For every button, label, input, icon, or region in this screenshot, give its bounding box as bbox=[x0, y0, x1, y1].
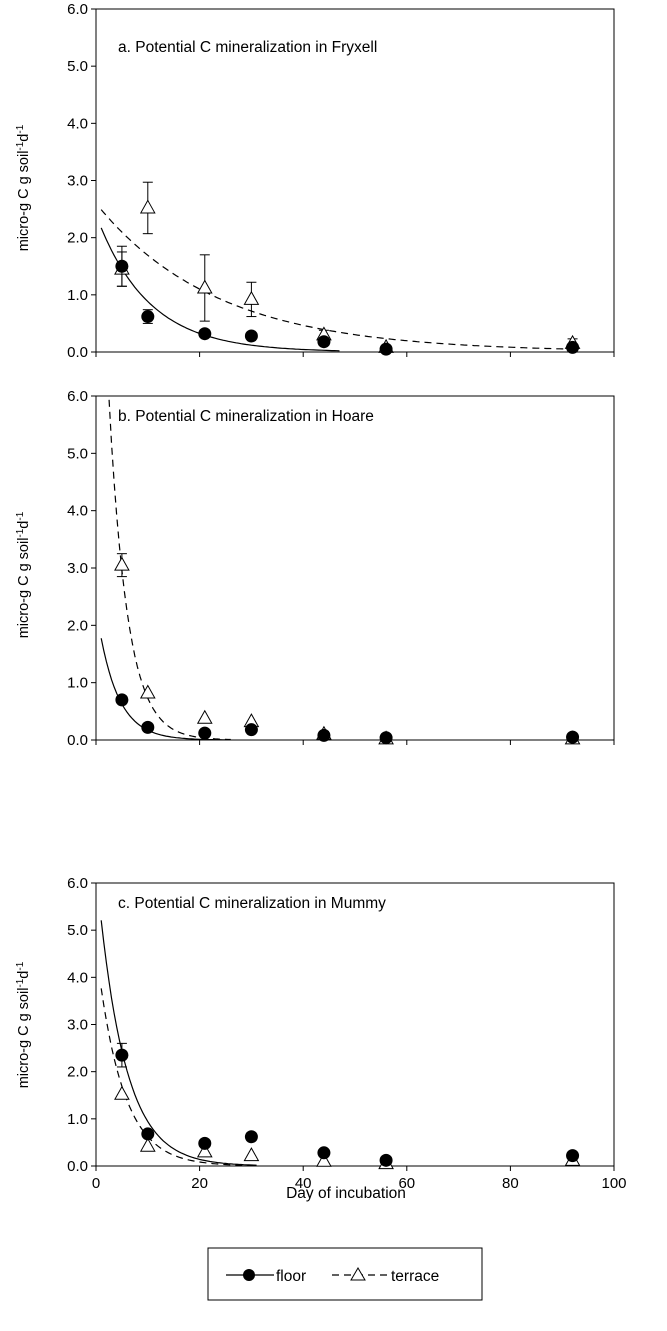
ylabel-text: d bbox=[16, 971, 32, 979]
x-axis-label: Day of incubation bbox=[286, 1185, 406, 1202]
legend-marker-terrace bbox=[350, 1267, 366, 1281]
ylabel-text: micro-g C g soil bbox=[16, 151, 32, 252]
floor-point bbox=[115, 693, 129, 707]
floor-point bbox=[141, 720, 155, 734]
y-tick-label: 4.0 bbox=[67, 115, 88, 132]
floor-point bbox=[317, 335, 331, 349]
y-tick-label: 3.0 bbox=[67, 173, 88, 190]
ylabel-text: micro-g C g soil bbox=[16, 988, 32, 1089]
floor-point bbox=[317, 728, 331, 742]
terrace-point bbox=[114, 556, 130, 571]
floor-point bbox=[198, 1136, 212, 1150]
y-tick-label: 0.0 bbox=[67, 344, 88, 361]
panel-c: c. Potential C mineralization in Mummy m… bbox=[15, 875, 627, 1202]
series-terrace-fit-line bbox=[100, 209, 573, 350]
x-tick-label: 40 bbox=[295, 1175, 312, 1192]
terrace-point bbox=[139, 684, 156, 699]
panel-a-frame bbox=[95, 8, 615, 353]
x-tick-label: 0 bbox=[92, 1175, 100, 1192]
y-tick-label: 6.0 bbox=[67, 875, 88, 892]
legend-label-floor: floor bbox=[276, 1268, 306, 1285]
y-tick-label: 6.0 bbox=[67, 388, 88, 405]
floor-point bbox=[244, 329, 258, 343]
panel-b-title: b. Potential C mineralization in Hoare bbox=[118, 408, 374, 425]
panel-b: b. Potential C mineralization in Hoare m… bbox=[15, 388, 615, 749]
panel-b-y-axis-label: micro-g C g soil-1d-1 bbox=[15, 511, 33, 638]
y-tick-label: 4.0 bbox=[67, 503, 88, 520]
x-tick-label: 80 bbox=[502, 1175, 519, 1192]
terrace-point bbox=[243, 290, 260, 305]
terrace-point bbox=[196, 709, 213, 724]
y-tick-label: 2.0 bbox=[67, 230, 88, 247]
ylabel-text: d bbox=[16, 521, 32, 529]
floor-point bbox=[379, 731, 393, 745]
y-tick-label: 3.0 bbox=[67, 560, 88, 577]
ylabel-sup: -1 bbox=[15, 978, 26, 987]
y-tick-label: 0.0 bbox=[67, 1158, 88, 1175]
x-tick-label: 60 bbox=[398, 1175, 415, 1192]
panel-c-frame bbox=[95, 882, 615, 1167]
y-tick-label: 1.0 bbox=[67, 675, 88, 692]
y-tick-label: 2.0 bbox=[67, 1064, 88, 1081]
floor-point bbox=[141, 310, 155, 324]
y-tick-label: 5.0 bbox=[67, 445, 88, 462]
y-tick-label: 4.0 bbox=[67, 969, 88, 986]
ylabel-sup: -1 bbox=[15, 528, 26, 537]
panel-c-title: c. Potential C mineralization in Mummy bbox=[118, 895, 386, 912]
y-tick-label: 2.0 bbox=[67, 617, 88, 634]
series-floor-fit-line bbox=[100, 227, 340, 352]
y-tick-label: 5.0 bbox=[67, 922, 88, 939]
y-tick-label: 1.0 bbox=[67, 287, 88, 304]
floor-point bbox=[379, 1153, 393, 1167]
ylabel-sup: -1 bbox=[15, 124, 26, 133]
terrace-point bbox=[114, 1085, 130, 1100]
ylabel-sup: -1 bbox=[15, 961, 26, 970]
terrace-point bbox=[196, 279, 213, 294]
floor-point bbox=[566, 730, 580, 744]
ylabel-text: micro-g C g soil bbox=[16, 538, 32, 639]
series-floor-fit-line bbox=[100, 920, 257, 1166]
floor-point bbox=[141, 1127, 155, 1141]
ylabel-text: d bbox=[16, 134, 32, 142]
floor-point bbox=[317, 1146, 331, 1160]
floor-point bbox=[115, 259, 129, 273]
y-tick-label: 5.0 bbox=[67, 58, 88, 75]
ylabel-sup: -1 bbox=[15, 511, 26, 520]
legend-label-terrace: terrace bbox=[391, 1268, 439, 1285]
legend: floor terrace bbox=[207, 1247, 483, 1301]
floor-point bbox=[115, 1048, 129, 1062]
floor-point bbox=[244, 1130, 258, 1144]
floor-point bbox=[198, 726, 212, 740]
y-tick-label: 6.0 bbox=[67, 1, 88, 18]
panel-c-y-axis-label: micro-g C g soil-1d-1 bbox=[15, 961, 33, 1088]
series-terrace-fit-line bbox=[108, 396, 231, 740]
terrace-point bbox=[243, 1147, 260, 1162]
terrace-point bbox=[196, 1143, 213, 1158]
panel-b-frame bbox=[95, 395, 615, 741]
y-tick-label: 3.0 bbox=[67, 1017, 88, 1034]
y-tick-label: 0.0 bbox=[67, 732, 88, 749]
legend-marker-floor bbox=[243, 1269, 255, 1281]
floor-point bbox=[566, 340, 580, 354]
floor-point bbox=[198, 327, 212, 341]
series-terrace-fit-line bbox=[100, 988, 252, 1166]
panel-a-title: a. Potential C mineralization in Fryxell bbox=[118, 39, 377, 56]
series-floor-fit-line bbox=[100, 638, 231, 740]
floor-point bbox=[379, 342, 393, 356]
panel-a-y-axis-label: micro-g C g soil-1d-1 bbox=[15, 124, 33, 251]
x-tick-label: 20 bbox=[191, 1175, 208, 1192]
terrace-point bbox=[139, 1137, 156, 1152]
floor-point bbox=[566, 1149, 580, 1163]
terrace-point bbox=[139, 199, 156, 214]
x-tick-label: 100 bbox=[601, 1175, 626, 1192]
y-tick-label: 1.0 bbox=[67, 1111, 88, 1128]
panel-a: a. Potential C mineralization in Fryxell… bbox=[15, 1, 615, 361]
floor-point bbox=[244, 723, 258, 737]
terrace-point bbox=[316, 1152, 332, 1167]
ylabel-sup: -1 bbox=[15, 141, 26, 150]
